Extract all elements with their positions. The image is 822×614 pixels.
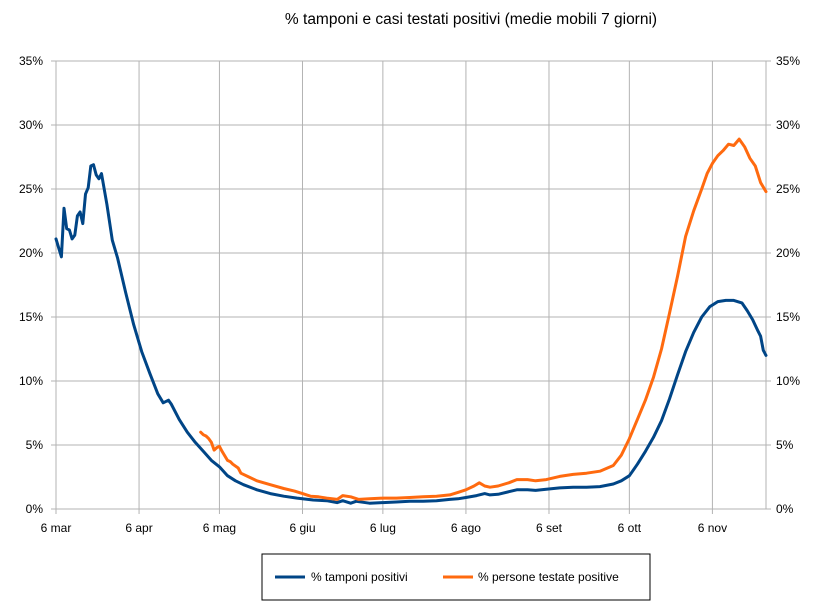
y2-tick-label: 20%: [776, 246, 800, 260]
y2-tick-label: 15%: [776, 310, 800, 324]
y-tick-label: 35%: [19, 54, 43, 68]
y2-tick-label: 30%: [776, 118, 800, 132]
y2-tick-label: 25%: [776, 182, 800, 196]
y2-tick-label: 0%: [776, 502, 794, 516]
y-tick-label: 30%: [19, 118, 43, 132]
x-tick-label: 6 ago: [451, 521, 481, 535]
legend-box: [261, 553, 651, 601]
x-tick-label: 6 mag: [203, 521, 236, 535]
x-tick-label: 6 mar: [41, 521, 72, 535]
x-tick-label: 6 nov: [698, 521, 727, 535]
series-lines: [54, 137, 768, 505]
y-tick-label: 5%: [26, 438, 44, 452]
axes: 0% 0% 5% 5% 10% 10% 15% 15% 20% 20% 25% 25% 30% 30% 35…: [19, 54, 800, 535]
y2-tick-label: 5%: [776, 438, 794, 452]
y-tick-label: 15%: [19, 310, 43, 324]
x-tick-label: 6 ott: [618, 521, 642, 535]
gridlines: [56, 60, 766, 509]
series-line-2: [199, 137, 768, 501]
y-tick-label: 0%: [26, 502, 44, 516]
series-line-1: [54, 163, 768, 505]
x-tick-label: 6 giu: [289, 521, 315, 535]
y-tick-label: 20%: [19, 246, 43, 260]
chart-title: % tamponi e casi testati positivi (medie…: [284, 11, 658, 28]
legend-label-2: % persone testate positive: [478, 570, 619, 584]
x-tick-label: 6 set: [536, 521, 563, 535]
x-tick-label: 6 lug: [370, 521, 396, 535]
legend-label-1: % tamponi positivi: [311, 570, 408, 584]
x-tick-label: 6 apr: [125, 521, 152, 535]
legend: % tamponi positivi % persone testate posi…: [261, 553, 651, 601]
y-tick-label: 10%: [19, 374, 43, 388]
y2-tick-label: 10%: [776, 374, 800, 388]
y2-tick-label: 35%: [776, 54, 800, 68]
plot-frame: [55, 60, 767, 510]
y-tick-label: 25%: [19, 182, 43, 196]
